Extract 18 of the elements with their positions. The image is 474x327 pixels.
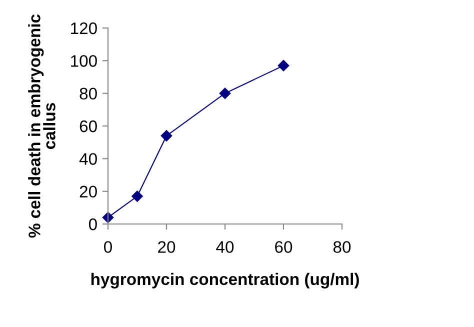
y-axis-title: % cell death in embryogenic callus [28, 14, 56, 238]
x-tick-label: 20 [158, 241, 176, 253]
y-tick-label: 100 [71, 55, 97, 67]
y-tick-label: 0 [88, 218, 97, 230]
point [219, 88, 231, 99]
x-tick-label: 40 [216, 241, 234, 253]
point [132, 190, 143, 202]
y-tick-label: 120 [71, 22, 97, 34]
y-tick-label: 20 [80, 186, 97, 198]
x-tick-label: 80 [333, 241, 351, 253]
x-tick-label: 60 [275, 241, 292, 253]
x-axis-title: hygromycin concentration (ug/ml) [91, 272, 359, 288]
point [160, 130, 172, 142]
y-tick-label: 60 [80, 120, 97, 132]
y-tick-label: 80 [80, 88, 97, 100]
point [278, 60, 290, 72]
y-tick-label: 40 [79, 153, 97, 165]
x-tick-label: 0 [104, 241, 112, 253]
